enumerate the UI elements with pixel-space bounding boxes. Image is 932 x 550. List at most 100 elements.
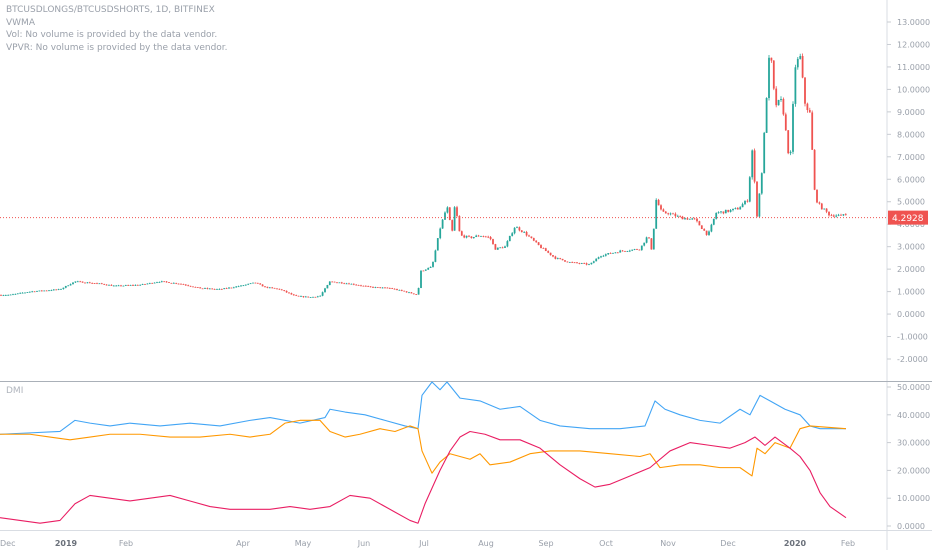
candle-body <box>276 288 278 290</box>
candle-body <box>561 258 564 261</box>
candle-body <box>554 256 557 259</box>
time-axis-label: Feb <box>119 539 133 548</box>
candle-body <box>211 288 214 290</box>
time-axis-label: Jun <box>357 539 371 548</box>
vol-label[interactable]: Vol: No volume is provided by the data v… <box>6 30 218 40</box>
candle-body <box>103 283 106 285</box>
candle-body <box>705 230 708 235</box>
candle-body <box>300 296 302 297</box>
candle-body <box>672 213 674 215</box>
candle-body <box>796 58 799 68</box>
candle-body <box>722 211 725 214</box>
candle-body <box>556 258 559 259</box>
candle-body <box>379 287 382 289</box>
candle-body <box>489 236 492 240</box>
candle-body <box>67 285 70 287</box>
candle-body <box>662 209 665 212</box>
candle-body <box>530 236 533 239</box>
candle-body <box>696 218 698 222</box>
candle-body <box>62 287 65 290</box>
candle-body <box>321 292 324 296</box>
vpvr-label[interactable]: VPVR: No volume is provided by the data … <box>6 42 228 53</box>
candle-body <box>782 98 785 115</box>
candle-body <box>16 293 19 295</box>
candle-body <box>105 284 108 286</box>
candle-body <box>271 287 274 289</box>
candle-body <box>288 292 290 294</box>
candle-body <box>564 260 566 262</box>
candle-body <box>607 253 610 255</box>
candle-body <box>693 218 696 220</box>
candle-body <box>813 149 816 190</box>
candle-body <box>535 240 538 243</box>
candle-body <box>604 254 607 256</box>
candle-body <box>360 285 362 287</box>
symbol-title[interactable]: BTCUSDLONGS/BTCUSDSHORTS, 1D, BITFINEX <box>6 5 215 15</box>
candle-body <box>688 218 691 220</box>
candle-body <box>160 281 163 283</box>
candle-body <box>292 294 295 296</box>
candle-body <box>230 287 233 289</box>
candle-body <box>516 227 518 229</box>
candle-body <box>168 282 170 283</box>
candle-body <box>26 292 29 293</box>
candle-body <box>410 292 413 294</box>
candle-body <box>732 208 734 211</box>
candle-body <box>324 288 326 293</box>
candle-body <box>727 209 730 212</box>
candle-body <box>540 245 542 249</box>
candle-body <box>638 249 641 251</box>
candle-body <box>304 296 307 298</box>
candle-body <box>223 288 226 290</box>
last-price-badge <box>888 210 928 225</box>
dmi-label[interactable]: DMI <box>6 386 24 396</box>
dmi-axis-label: 40.0000 <box>897 411 930 420</box>
candle-body <box>626 251 629 252</box>
candle-body <box>235 286 238 288</box>
vwma-label[interactable]: VWMA <box>6 17 35 28</box>
candle-body <box>520 230 523 233</box>
candle-body <box>691 218 694 220</box>
candle-body <box>513 227 516 234</box>
candle-body <box>331 281 334 283</box>
candle-body <box>746 200 749 202</box>
candle-body <box>283 290 286 291</box>
candle-body <box>124 285 127 286</box>
candle-body <box>122 285 125 287</box>
candle-body <box>739 207 742 210</box>
candle-body <box>278 288 281 290</box>
candle-body <box>220 288 223 290</box>
candle-body <box>91 283 94 284</box>
candle-body <box>302 296 305 298</box>
price-axis-label: 13.0000 <box>897 18 930 27</box>
candle-body <box>499 247 502 249</box>
candle-body <box>129 285 132 286</box>
candle-body <box>43 290 46 292</box>
candle-body <box>825 208 828 212</box>
candle-body <box>652 228 655 250</box>
dmi-axis-label: 50.0000 <box>897 383 930 392</box>
candle-body <box>367 286 370 287</box>
candle-body <box>391 288 394 289</box>
candle-body <box>460 231 463 236</box>
candle-body <box>244 284 247 286</box>
candle-body <box>602 255 605 257</box>
candle-body <box>458 215 461 232</box>
candle-body <box>444 212 446 220</box>
candle-body <box>72 282 74 285</box>
candle-body <box>38 290 41 292</box>
candle-body <box>496 247 499 250</box>
candle-body <box>45 290 48 292</box>
candle-body <box>141 284 144 285</box>
candle-body <box>648 237 650 239</box>
candle-body <box>21 292 24 294</box>
candle-body <box>492 239 494 245</box>
candle-body <box>717 212 720 214</box>
last-price-badge-text: 4.2928 <box>892 214 924 224</box>
candle-body <box>465 235 468 238</box>
candle-body <box>844 214 847 216</box>
candle-body <box>86 282 89 284</box>
candle-body <box>621 250 624 252</box>
candle-body <box>398 289 401 291</box>
